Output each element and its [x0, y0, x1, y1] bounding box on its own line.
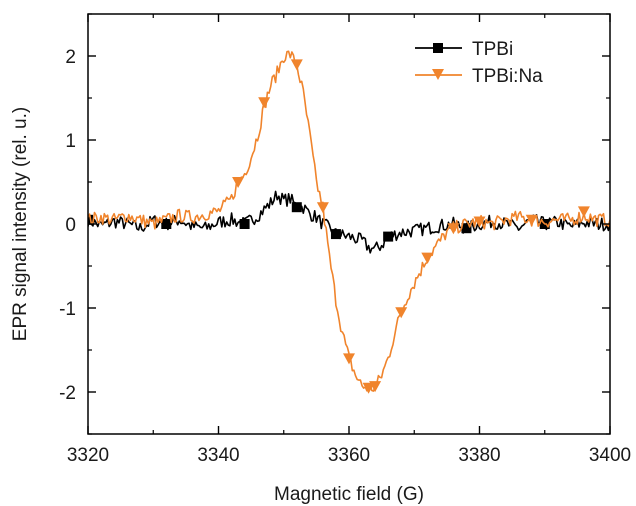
y-tick-label: 0	[65, 215, 76, 236]
series-0-point	[330, 229, 341, 240]
legend-label-tpbi-na: TPBi:Na	[472, 66, 543, 87]
series-0-point	[161, 219, 172, 229]
x-axis-title: Magnetic field (G)	[274, 484, 424, 505]
ticks-layer: 3320 3340 3360 3380 3400 -2 -1 0 1 2	[59, 13, 631, 466]
legend: TPBi TPBi:Na	[415, 39, 543, 87]
x-tick-label: 3320	[67, 445, 109, 466]
x-tick-label: 3400	[589, 445, 631, 466]
series-1-point	[232, 177, 245, 188]
x-tick-label: 3340	[197, 445, 239, 466]
series-line-0	[88, 190, 610, 254]
y-axis-title: EPR signal intensity (rel. u.)	[10, 107, 31, 341]
series-1-point	[525, 214, 538, 226]
series-1-point	[421, 252, 434, 264]
series-1-point	[258, 97, 271, 109]
series-1-point	[316, 202, 329, 214]
y-tick-label: -1	[59, 299, 76, 320]
legend-marker-tpbi	[433, 43, 443, 53]
series-1-point	[343, 353, 355, 365]
y-tick-label: -2	[59, 383, 76, 404]
series-0-point	[291, 202, 302, 213]
x-tick-label: 3360	[328, 445, 370, 466]
series-layer	[88, 50, 610, 394]
series-0-point	[239, 219, 250, 229]
series-1-point	[447, 223, 460, 235]
series-1-point	[290, 59, 303, 71]
series-0-point	[383, 231, 394, 242]
legend-marker-tpbi-na	[432, 69, 444, 80]
series-1-point	[369, 381, 382, 393]
x-tick-label: 3380	[458, 445, 500, 466]
series-0-point	[461, 223, 472, 234]
series-1-point	[473, 216, 486, 228]
legend-label-tpbi: TPBi	[472, 39, 513, 60]
y-tick-label: 2	[65, 47, 76, 68]
series-1-point	[577, 206, 590, 218]
y-tick-label: 1	[65, 131, 76, 152]
series-1-point	[395, 307, 408, 319]
